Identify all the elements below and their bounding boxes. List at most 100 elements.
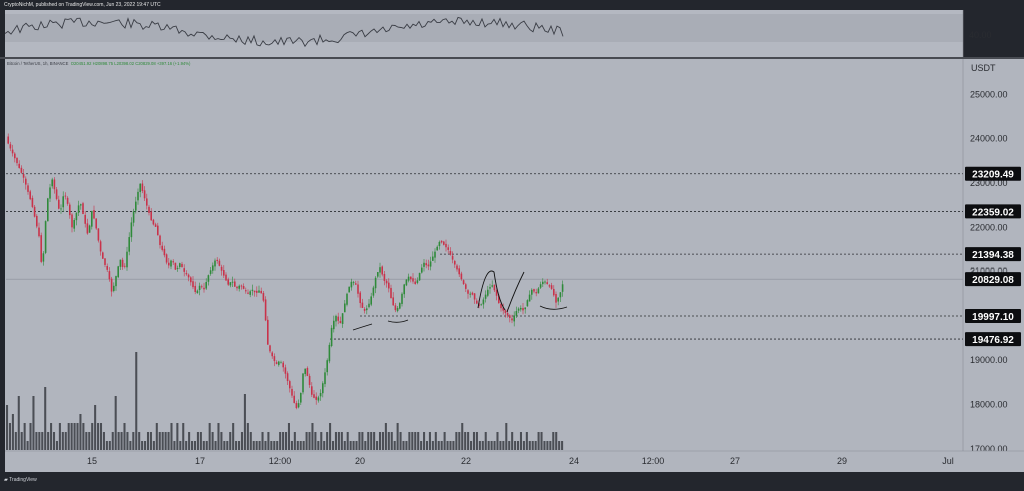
candle-body <box>315 396 317 400</box>
candle-body <box>429 261 432 267</box>
volume-bar <box>152 441 155 450</box>
currency-label: USDT <box>971 63 996 73</box>
candle-body <box>278 361 280 365</box>
volume-bar <box>308 432 311 450</box>
candle-body <box>256 290 258 293</box>
volume-bar <box>519 432 523 450</box>
tradingview-logo[interactable]: ▰ TradingView <box>4 477 37 483</box>
candle-body <box>152 219 155 225</box>
candle-body <box>522 308 524 311</box>
price-level-label: 21394.38 <box>972 250 1014 261</box>
candle-body <box>357 284 359 294</box>
volume-bar <box>70 423 73 450</box>
candle-body <box>339 321 342 323</box>
volume-bar <box>255 441 258 450</box>
candle-body <box>77 205 80 213</box>
volume-bar <box>285 432 288 450</box>
volume-bar <box>158 432 161 450</box>
volume-bar <box>528 441 531 450</box>
volume-bar <box>290 441 293 450</box>
candle-body <box>504 310 507 314</box>
volume-bar <box>387 432 390 450</box>
volume-bar <box>273 441 276 450</box>
volume-bar <box>337 432 340 450</box>
volume-bar <box>499 441 502 450</box>
y-tick-label: 18000.00 <box>970 399 1008 409</box>
candle-body <box>150 211 152 221</box>
logo-text: TradingView <box>9 477 37 483</box>
volume-bar <box>411 432 414 450</box>
candle-body <box>359 292 361 304</box>
candle-body <box>517 308 520 311</box>
volume-bar <box>546 441 549 450</box>
volume-bar <box>270 441 273 450</box>
candle-body <box>280 362 282 364</box>
candle-body <box>291 388 293 396</box>
volume-bar <box>472 432 476 450</box>
volume-bar <box>167 432 170 450</box>
volume-bar <box>99 423 103 450</box>
candle-body <box>11 149 14 154</box>
volume-bar <box>452 441 455 450</box>
volume-bar <box>58 423 61 450</box>
volume-bar <box>73 423 76 450</box>
candle-body <box>201 286 203 288</box>
candle-body <box>487 289 489 296</box>
volume-bar <box>381 432 384 450</box>
candle-body <box>432 256 434 261</box>
candle-body <box>473 293 476 300</box>
volume-bar <box>258 441 261 450</box>
candle-body <box>425 263 427 266</box>
candle-body <box>399 303 401 309</box>
candle-body <box>269 345 271 352</box>
volume-bar <box>364 441 367 450</box>
volume-bar <box>376 441 379 450</box>
candle-body <box>187 274 190 278</box>
candle-body <box>401 293 403 304</box>
volume-bar <box>355 441 358 450</box>
time-axis <box>5 451 1024 472</box>
candle-body <box>258 290 260 293</box>
volume-bar <box>487 441 490 450</box>
volume-bar <box>94 405 97 450</box>
candle-body <box>271 352 273 357</box>
candle-body <box>438 241 441 247</box>
candle-body <box>515 311 518 316</box>
volume-bar <box>170 423 173 450</box>
candle-body <box>95 218 97 229</box>
candle-body <box>308 375 311 386</box>
candle-body <box>502 307 504 311</box>
candle-body <box>273 356 276 362</box>
candle-body <box>20 167 23 173</box>
candle-body <box>128 237 130 252</box>
volume-bar <box>293 432 296 450</box>
candle-body <box>69 204 71 216</box>
candle-body <box>449 250 452 255</box>
candle-body <box>471 292 474 295</box>
candle-body <box>38 227 40 237</box>
candle-body <box>304 368 306 375</box>
price-level-badge <box>965 204 1021 219</box>
candle-body <box>467 290 469 294</box>
candle-body <box>99 241 102 252</box>
volume-bar <box>346 432 349 450</box>
candle-body <box>181 263 183 268</box>
x-tick-label: 12:00 <box>269 456 292 466</box>
candle-body <box>165 254 168 263</box>
volume-bar <box>458 432 461 450</box>
candle-body <box>341 313 344 324</box>
volume-bar <box>238 441 241 450</box>
volume-bar <box>470 441 473 450</box>
volume-bar <box>446 441 449 450</box>
candle-body <box>500 304 502 309</box>
candle-body <box>440 240 443 243</box>
candle-body <box>253 290 256 293</box>
annotation-stroke <box>506 271 525 313</box>
candle-body <box>456 265 458 270</box>
symbol-info: Bitcoin / TetherUS, 1h, BINANCE O20451.9… <box>7 61 190 66</box>
candle-body <box>198 285 201 291</box>
candle-body <box>526 300 529 307</box>
candle-body <box>84 214 86 224</box>
volume-bar <box>11 414 14 450</box>
